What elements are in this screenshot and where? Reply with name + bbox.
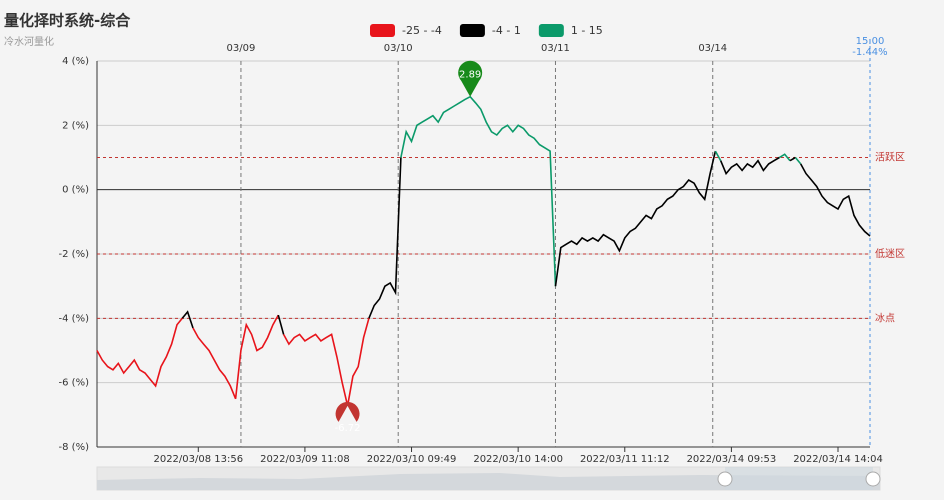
mark-point bbox=[458, 60, 483, 97]
y-tick-label: -4 (%) bbox=[59, 313, 90, 324]
data-zoom[interactable] bbox=[96, 466, 881, 491]
legend-label: -25 - -4 bbox=[402, 24, 442, 37]
x-tick-label: 2022/03/09 11:08 bbox=[260, 454, 350, 465]
series-line bbox=[192, 314, 279, 400]
x-tick-label: 2022/03/10 14:00 bbox=[473, 454, 563, 465]
series-line bbox=[277, 314, 285, 335]
x-tick-label: 2022/03/10 09:49 bbox=[367, 454, 457, 465]
series-line bbox=[719, 156, 780, 176]
series-line bbox=[282, 318, 370, 406]
top-tick-label: 03/09 bbox=[227, 43, 256, 54]
series-line bbox=[368, 157, 402, 319]
series-line bbox=[554, 150, 717, 287]
series-line bbox=[799, 163, 871, 237]
y-tick-label: 0 (%) bbox=[62, 185, 89, 196]
zoom-handle[interactable] bbox=[717, 471, 733, 487]
zoom-window bbox=[725, 467, 873, 490]
x-tick-label: 2022/03/08 13:56 bbox=[153, 454, 243, 465]
series-line bbox=[789, 156, 796, 162]
legend-swatch bbox=[459, 24, 485, 37]
chart-subtitle: 冷水河量化 bbox=[4, 35, 54, 48]
legend-label: -4 - 1 bbox=[492, 24, 521, 37]
series-line bbox=[400, 95, 557, 287]
x-tick-label: 2022/03/11 11:12 bbox=[580, 454, 670, 465]
mark-line-label: 低迷区 bbox=[875, 247, 905, 260]
top-tick-label: 03/14 bbox=[698, 43, 727, 54]
y-tick-label: -8 (%) bbox=[59, 442, 90, 453]
mark-line-label: 冰点 bbox=[875, 311, 895, 324]
chart-title: 量化择时系统-综合 bbox=[4, 12, 131, 30]
top-tick-label: 03/10 bbox=[384, 43, 413, 54]
series-line bbox=[714, 150, 722, 162]
y-tick-label: -6 (%) bbox=[59, 378, 90, 389]
mark-point bbox=[335, 401, 360, 422]
y-tick-label: -2 (%) bbox=[59, 249, 90, 260]
mark-point-label: -6.72 bbox=[335, 423, 361, 434]
y-tick-label: 2 (%) bbox=[62, 120, 89, 131]
y-tick-label: 4 (%) bbox=[62, 56, 89, 67]
zoom-handle[interactable] bbox=[865, 471, 881, 487]
cursor-value: -1.44% bbox=[852, 47, 887, 58]
x-tick-label: 2022/03/14 14:04 bbox=[793, 454, 883, 465]
series-line bbox=[96, 317, 183, 388]
zoom-preview bbox=[97, 473, 880, 490]
legend-swatch bbox=[538, 24, 564, 37]
legend-swatch bbox=[370, 24, 395, 37]
cursor-time: 15:00 bbox=[856, 36, 885, 47]
legend-label: 1 - 15 bbox=[571, 24, 603, 37]
x-tick-label: 2022/03/14 09:53 bbox=[687, 454, 777, 465]
top-tick-label: 03/11 bbox=[541, 43, 570, 54]
mark-line-label: 活跃区 bbox=[875, 152, 905, 164]
series-line bbox=[181, 310, 194, 329]
series-line bbox=[794, 156, 802, 165]
series-line bbox=[778, 153, 791, 162]
mark-point-label: 2.89 bbox=[459, 70, 481, 81]
